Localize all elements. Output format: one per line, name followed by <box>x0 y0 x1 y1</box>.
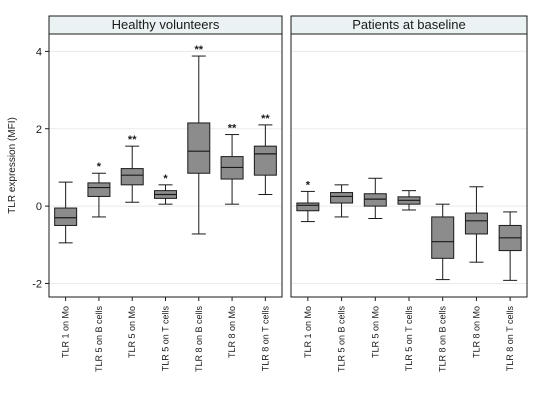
box <box>187 122 211 174</box>
box-group <box>363 177 387 219</box>
box-group: ** <box>253 113 277 196</box>
box-group: * <box>154 173 177 205</box>
category-label: TLR 8 on B cells <box>194 306 204 373</box>
box-group: * <box>87 161 111 218</box>
category-label: TLR 8 on T cells <box>260 306 270 372</box>
category-label: TLR 5 on T cells <box>404 306 414 372</box>
panel-healthy-volunteers: Healthy volunteers TLR 1 on Mo * TLR 5 on B… <box>48 15 283 373</box>
box-group: ** <box>187 44 211 235</box>
significance-label: * <box>97 161 102 173</box>
category-label: TLR 8 on B cells <box>438 306 448 373</box>
box <box>330 192 354 204</box>
significance-label: ** <box>128 134 137 146</box>
significance-label: * <box>163 173 168 185</box>
category-label: TLR 5 on Mo <box>127 306 137 358</box>
panel-title: Healthy volunteers <box>112 17 220 32</box>
category-label: TLR 5 on B cells <box>94 306 104 373</box>
significance-label: ** <box>261 113 270 125</box>
plot-area <box>291 34 527 297</box>
y-tick-label: 0 <box>36 201 42 213</box>
category-label: TLR 8 on Mo <box>227 306 237 358</box>
category-label: TLR 5 on T cells <box>161 306 171 372</box>
box <box>54 207 78 226</box>
panel-title: Patients at baseline <box>352 17 465 32</box>
y-tick-label: 2 <box>36 124 42 136</box>
box-group <box>54 181 78 244</box>
box-group <box>330 184 354 218</box>
box-group <box>464 186 488 263</box>
y-tick-label: 4 <box>36 46 42 58</box>
box-group: * <box>296 179 320 223</box>
box-group: ** <box>120 134 144 203</box>
box-group: ** <box>220 123 244 205</box>
box-group <box>431 203 455 281</box>
box <box>431 216 455 259</box>
category-label: TLR 5 on B cells <box>337 306 347 373</box>
category-label: TLR 1 on Mo <box>303 306 313 358</box>
significance-label: ** <box>195 44 204 56</box>
category-label: TLR 8 on Mo <box>471 306 481 358</box>
y-tick-label: -2 <box>32 278 42 290</box>
significance-label: * <box>306 179 311 191</box>
box <box>253 145 277 176</box>
box-group <box>397 190 421 211</box>
box-group <box>498 211 522 281</box>
panel-patients-at-baseline: Patients at baseline * TLR 1 on Mo TLR 5 on… <box>290 15 528 373</box>
plot-area <box>49 34 282 297</box>
category-label: TLR 8 on T cells <box>505 306 515 372</box>
box <box>363 193 387 207</box>
box <box>120 168 144 186</box>
category-label: TLR 5 on Mo <box>370 306 380 358</box>
box <box>87 182 111 197</box>
panel-frame <box>290 33 528 298</box>
box <box>464 212 488 235</box>
panel-frame <box>48 33 283 298</box>
y-axis-label: TLR expression (MFI) <box>7 117 18 214</box>
box <box>296 202 320 212</box>
significance-label: ** <box>228 123 237 135</box>
category-label: TLR 1 on Mo <box>61 306 71 358</box>
